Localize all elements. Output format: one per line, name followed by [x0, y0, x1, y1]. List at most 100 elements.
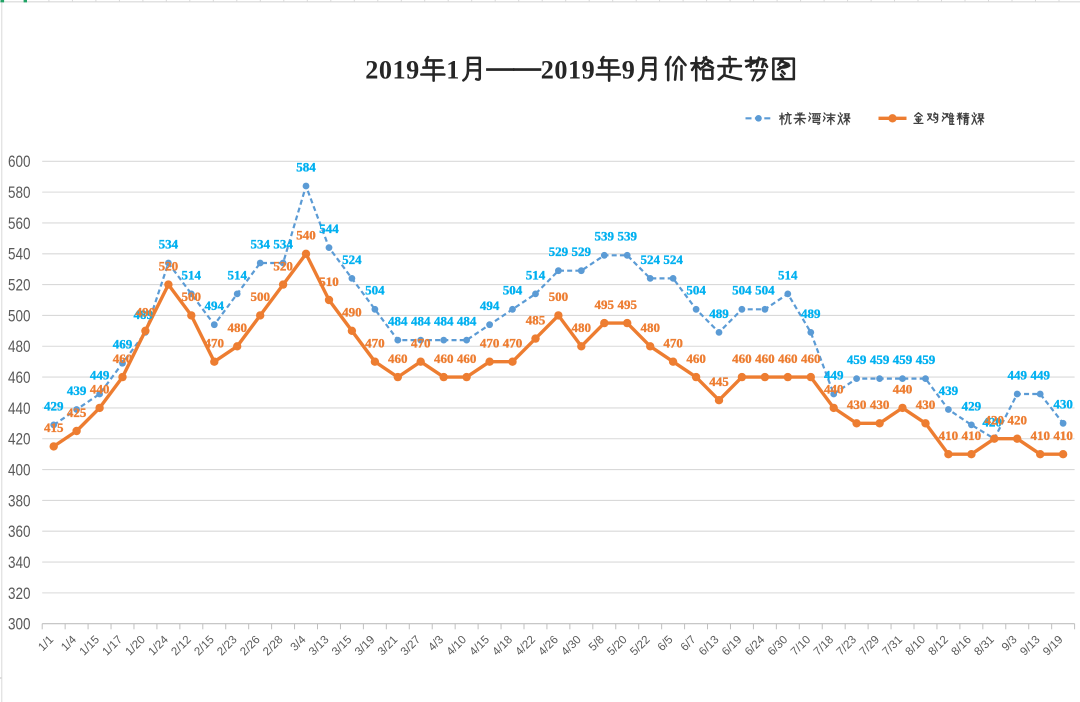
- svg-text:484: 484: [457, 314, 477, 329]
- svg-text:460: 460: [801, 351, 821, 366]
- svg-text:470: 470: [663, 336, 683, 351]
- svg-text:489: 489: [801, 306, 821, 321]
- svg-text:514: 514: [778, 267, 798, 282]
- svg-text:430: 430: [1053, 397, 1073, 412]
- svg-text:445: 445: [709, 374, 729, 389]
- svg-text:510: 510: [319, 274, 339, 289]
- svg-text:540: 540: [8, 246, 31, 264]
- svg-text:410: 410: [1053, 428, 1073, 443]
- svg-text:514: 514: [182, 267, 202, 282]
- svg-text:504: 504: [365, 283, 385, 298]
- svg-text:529: 529: [572, 244, 592, 259]
- svg-text:500: 500: [549, 289, 569, 304]
- svg-text:500: 500: [182, 289, 202, 304]
- svg-text:1: 1: [446, 56, 459, 85]
- svg-text:439: 439: [939, 383, 959, 398]
- svg-text:459: 459: [847, 352, 867, 367]
- svg-text:420: 420: [985, 413, 1005, 428]
- svg-text:360: 360: [8, 523, 31, 541]
- svg-text:449: 449: [1007, 367, 1027, 382]
- svg-text:410: 410: [939, 428, 959, 443]
- svg-text:2019: 2019: [541, 56, 595, 85]
- svg-text:300: 300: [8, 616, 31, 634]
- svg-text:460: 460: [113, 351, 133, 366]
- svg-text:495: 495: [617, 297, 637, 312]
- svg-text:484: 484: [388, 314, 408, 329]
- svg-text:420: 420: [8, 431, 31, 449]
- svg-text:490: 490: [136, 305, 156, 320]
- svg-text:500: 500: [250, 289, 270, 304]
- svg-text:504: 504: [732, 283, 752, 298]
- svg-text:460: 460: [755, 351, 775, 366]
- svg-text:400: 400: [8, 462, 31, 480]
- svg-text:524: 524: [663, 252, 683, 267]
- svg-text:470: 470: [503, 336, 523, 351]
- svg-text:494: 494: [205, 298, 225, 313]
- svg-text:459: 459: [870, 352, 890, 367]
- svg-text:429: 429: [962, 398, 982, 413]
- svg-text:440: 440: [893, 382, 913, 397]
- svg-text:460: 460: [778, 351, 798, 366]
- svg-text:480: 480: [640, 320, 660, 335]
- svg-text:410: 410: [1030, 428, 1050, 443]
- svg-text:449: 449: [90, 367, 110, 382]
- svg-text:600: 600: [8, 153, 31, 171]
- svg-text:520: 520: [159, 258, 179, 273]
- svg-text:430: 430: [870, 397, 890, 412]
- svg-text:429: 429: [44, 398, 64, 413]
- svg-text:524: 524: [342, 252, 362, 267]
- svg-text:524: 524: [640, 252, 660, 267]
- svg-text:500: 500: [8, 307, 31, 325]
- svg-text:560: 560: [8, 215, 31, 233]
- svg-text:495: 495: [595, 297, 615, 312]
- svg-text:484: 484: [411, 314, 431, 329]
- svg-text:9: 9: [622, 56, 635, 85]
- svg-text:469: 469: [113, 337, 133, 352]
- svg-text:520: 520: [273, 258, 293, 273]
- svg-text:460: 460: [686, 351, 706, 366]
- svg-text:459: 459: [916, 352, 936, 367]
- svg-text:380: 380: [8, 492, 31, 510]
- svg-text:489: 489: [709, 306, 729, 321]
- svg-text:415: 415: [44, 420, 64, 435]
- svg-text:425: 425: [67, 405, 87, 420]
- svg-text:440: 440: [90, 382, 110, 397]
- svg-text:514: 514: [227, 267, 247, 282]
- svg-text:485: 485: [526, 312, 546, 327]
- svg-text:480: 480: [227, 320, 247, 335]
- svg-text:449: 449: [824, 367, 844, 382]
- svg-text:470: 470: [411, 336, 431, 351]
- svg-text:460: 460: [457, 351, 477, 366]
- svg-text:440: 440: [8, 400, 31, 418]
- svg-text:440: 440: [824, 382, 844, 397]
- svg-text:544: 544: [319, 221, 339, 236]
- svg-text:494: 494: [480, 298, 500, 313]
- svg-text:580: 580: [8, 184, 31, 202]
- svg-text:540: 540: [296, 228, 316, 243]
- svg-text:529: 529: [549, 244, 569, 259]
- svg-text:520: 520: [8, 277, 31, 295]
- svg-text:430: 430: [916, 397, 936, 412]
- svg-text:480: 480: [572, 320, 592, 335]
- svg-text:470: 470: [205, 336, 225, 351]
- svg-text:439: 439: [67, 383, 87, 398]
- svg-text:340: 340: [8, 554, 31, 572]
- svg-text:420: 420: [982, 415, 1002, 430]
- svg-text:430: 430: [847, 397, 867, 412]
- svg-text:470: 470: [365, 336, 385, 351]
- svg-text:460: 460: [732, 351, 752, 366]
- svg-text:449: 449: [1030, 367, 1050, 382]
- svg-text:460: 460: [388, 351, 408, 366]
- svg-text:514: 514: [526, 267, 546, 282]
- svg-text:320: 320: [8, 585, 31, 603]
- svg-text:410: 410: [962, 428, 982, 443]
- svg-text:460: 460: [8, 369, 31, 387]
- svg-text:504: 504: [503, 283, 523, 298]
- svg-text:534: 534: [159, 236, 179, 251]
- svg-text:480: 480: [8, 338, 31, 356]
- svg-text:534: 534: [273, 236, 293, 251]
- svg-text:484: 484: [434, 314, 454, 329]
- svg-text:459: 459: [893, 352, 913, 367]
- svg-text:539: 539: [617, 229, 637, 244]
- svg-text:420: 420: [1007, 413, 1027, 428]
